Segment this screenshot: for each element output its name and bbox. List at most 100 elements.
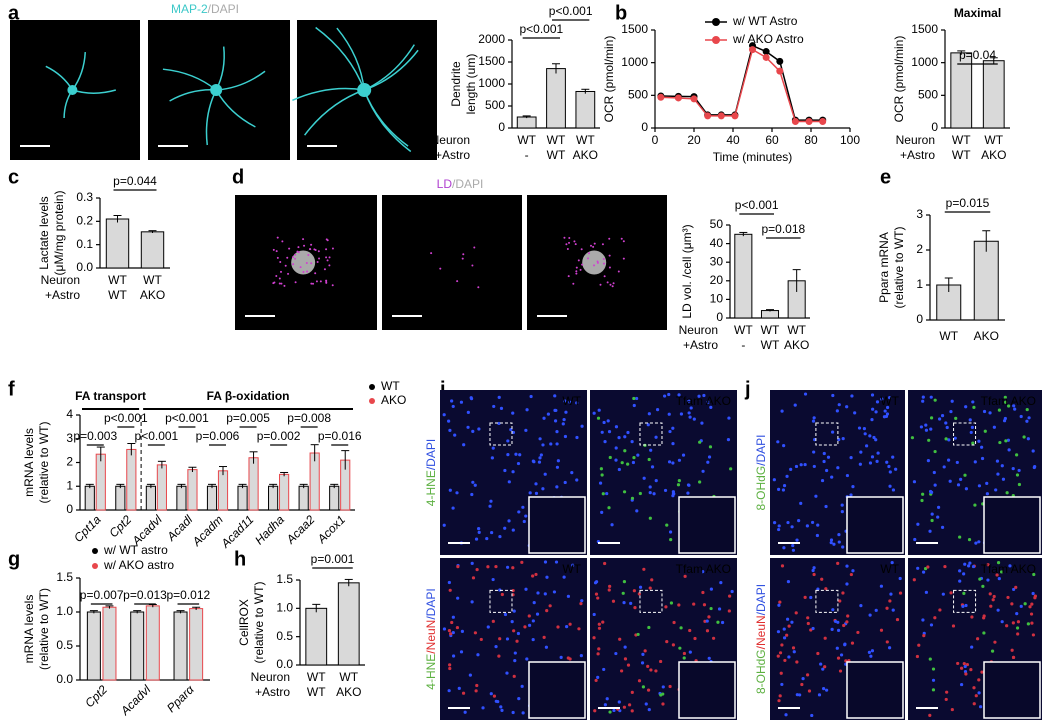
- nucleus: [702, 603, 707, 607]
- nucleus: [831, 608, 835, 612]
- nucleus: [1023, 602, 1027, 606]
- nucleus: [537, 460, 542, 464]
- nucleus: [605, 491, 609, 496]
- nucleus: [490, 530, 494, 535]
- error-bar: [310, 444, 319, 462]
- nucleus: [602, 667, 606, 672]
- nucleus: [448, 488, 452, 492]
- nucleus: [728, 594, 732, 598]
- nucleus: [929, 623, 934, 627]
- error-bar: [330, 483, 339, 489]
- x-tick-label: WT: [761, 323, 780, 337]
- x-tick-label: WT: [576, 133, 595, 147]
- legend-label: w/ WT Astro: [732, 14, 798, 28]
- nucleus: [964, 672, 968, 676]
- y-tick-label: 30: [710, 254, 724, 268]
- nucleus: [1017, 482, 1022, 487]
- bar: [130, 611, 145, 681]
- nucleus: [803, 392, 808, 396]
- nucleus: [499, 705, 503, 709]
- nucleus: [506, 453, 510, 457]
- nucleus: [545, 609, 549, 613]
- nucleus: [520, 560, 524, 564]
- nucleus: [924, 428, 929, 432]
- significance-label: p=0.007: [80, 588, 124, 602]
- image-label: WT: [562, 394, 581, 408]
- nucleus: [1015, 612, 1019, 616]
- nucleus: [473, 631, 477, 635]
- row-label: +Astro: [45, 288, 80, 302]
- nucleus: [641, 685, 646, 689]
- nucleus: [998, 440, 1002, 445]
- nucleus: [552, 590, 557, 594]
- y-tick-label: 2: [916, 242, 923, 256]
- nucleus: [961, 604, 965, 609]
- nucleus: [839, 653, 844, 657]
- nucleus: [291, 250, 316, 275]
- nucleus: [512, 629, 516, 633]
- bar: [760, 310, 780, 319]
- y-tick-label: 3: [916, 207, 923, 221]
- nucleus: [466, 425, 470, 429]
- nucleus: [938, 608, 942, 612]
- nucleus: [1011, 655, 1016, 660]
- nucleus: [687, 411, 691, 415]
- nucleus: [859, 450, 863, 454]
- x-tick-label: Acaa2: [283, 512, 318, 547]
- nucleus: [874, 438, 878, 442]
- row-label: +Astro: [900, 148, 935, 162]
- error-bar: [989, 57, 998, 64]
- x-tick-label: WT: [108, 288, 127, 302]
- nucleus: [620, 461, 624, 465]
- lipid-droplet: [456, 280, 459, 283]
- nucleus: [810, 520, 815, 525]
- nucleus: [525, 657, 529, 661]
- nucleus: [824, 504, 828, 509]
- nucleus: [1017, 468, 1021, 473]
- nucleus: [523, 625, 527, 629]
- lipid-droplet: [281, 240, 284, 243]
- nucleus: [922, 634, 926, 638]
- nucleus: [927, 438, 931, 442]
- lipid-droplet: [307, 254, 310, 257]
- significance-label: p=0.013: [123, 588, 167, 602]
- nucleus: [475, 567, 479, 572]
- nucleus: [806, 621, 810, 626]
- nucleus: [845, 473, 850, 478]
- lipid-droplet: [310, 262, 313, 265]
- error-bar: [85, 483, 94, 489]
- nucleus: [442, 523, 446, 527]
- nucleus: [858, 462, 862, 466]
- lipid-droplet: [622, 257, 625, 260]
- nucleus: [571, 563, 575, 567]
- nucleus: [668, 429, 672, 434]
- y-tick-label: 1000: [478, 76, 505, 90]
- nucleus: [970, 615, 974, 619]
- nucleus: [795, 660, 799, 664]
- x-tick-label: AKO: [981, 148, 1006, 162]
- group-title: FA transport: [75, 389, 146, 403]
- nucleus: [513, 658, 517, 663]
- x-tick-label: WT: [952, 133, 971, 147]
- stain-label: 4-HNE/NeuN/DAPI: [424, 588, 438, 689]
- nucleus: [707, 656, 711, 660]
- nucleus: [785, 633, 789, 637]
- nucleus: [869, 654, 873, 658]
- nucleus: [522, 519, 526, 524]
- nucleus: [494, 699, 498, 703]
- panel-letter: d: [232, 166, 244, 188]
- nucleus: [460, 629, 465, 633]
- nucleus: [836, 466, 840, 470]
- nucleus: [608, 710, 612, 714]
- nucleus: [456, 596, 460, 600]
- nucleus: [678, 646, 682, 650]
- nucleus: [850, 394, 854, 398]
- nucleus: [929, 416, 934, 420]
- nucleus: [849, 456, 853, 460]
- nucleus: [470, 600, 474, 604]
- nucleus: [607, 430, 612, 434]
- nucleus: [527, 614, 531, 618]
- nucleus: [888, 470, 892, 474]
- x-tick-label: AKO: [784, 338, 809, 352]
- nucleus: [709, 405, 713, 409]
